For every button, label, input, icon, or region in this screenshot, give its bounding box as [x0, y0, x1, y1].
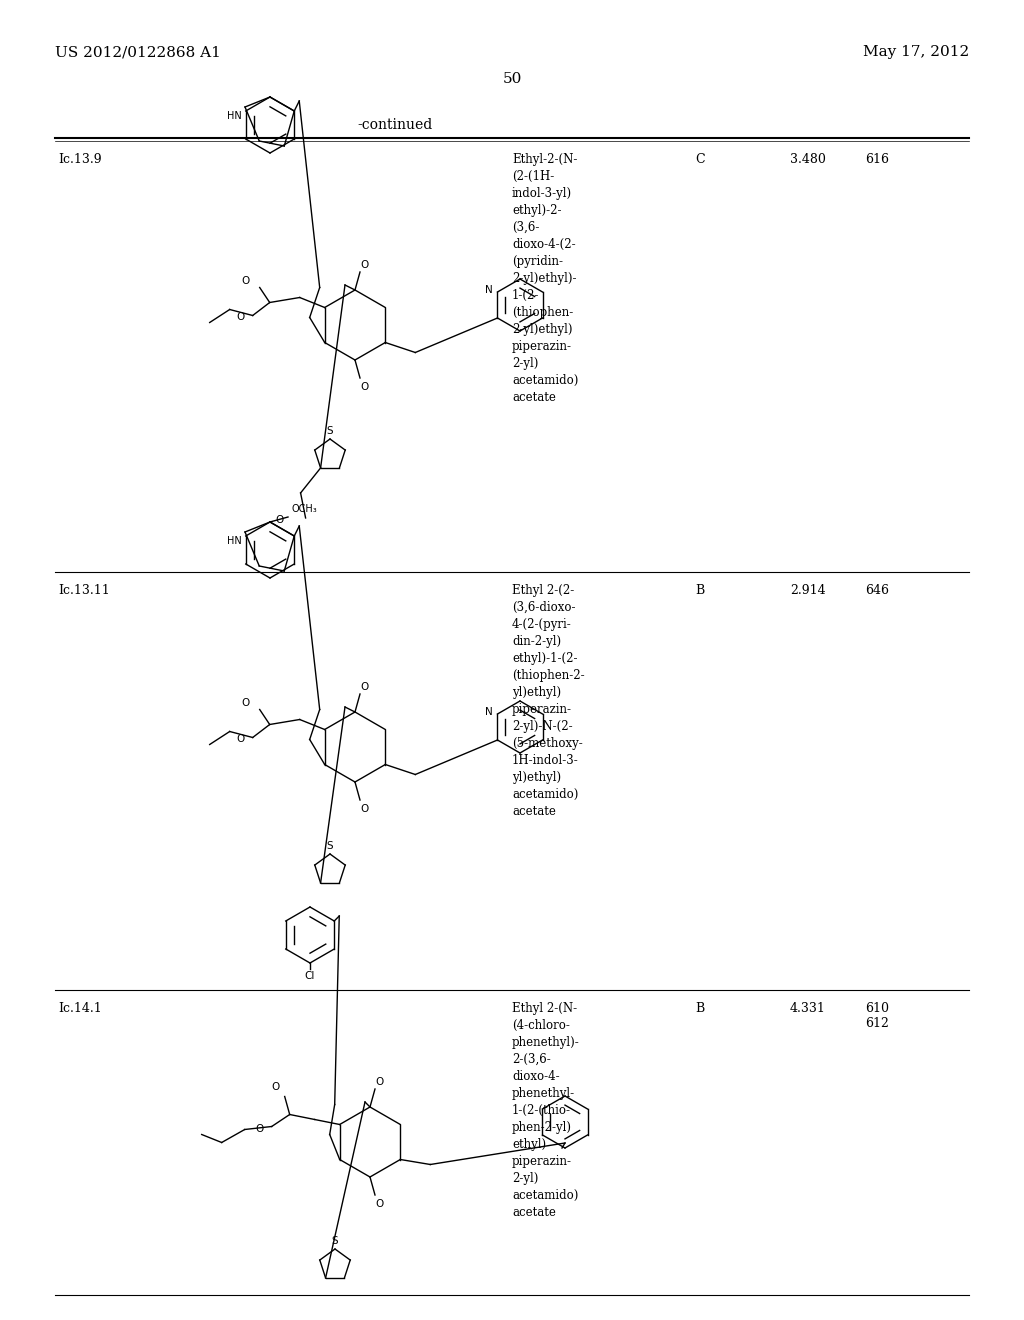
Text: S: S [332, 1236, 338, 1246]
Text: 50: 50 [503, 73, 521, 86]
Text: Ethyl 2-(2-
(3,6-dioxo-
4-(2-(pyri-
din-2-yl)
ethyl)-1-(2-
(thiophen-2-
yl)ethyl: Ethyl 2-(2- (3,6-dioxo- 4-(2-(pyri- din-… [512, 583, 585, 818]
Text: O: O [255, 1123, 264, 1134]
Text: -continued: -continued [357, 117, 432, 132]
Text: May 17, 2012: May 17, 2012 [863, 45, 969, 59]
Text: 4.331: 4.331 [790, 1002, 826, 1015]
Text: O: O [242, 697, 250, 708]
Text: Ethyl 2-(N-
(4-chloro-
phenethyl)-
2-(3,6-
dioxo-4-
phenethyl-
1-(2-(thio-
phen-: Ethyl 2-(N- (4-chloro- phenethyl)- 2-(3,… [512, 1002, 580, 1218]
Text: O: O [375, 1077, 383, 1086]
Text: HN: HN [227, 536, 242, 546]
Text: O: O [237, 313, 245, 322]
Text: 610
612: 610 612 [865, 1002, 889, 1030]
Text: 2.914: 2.914 [790, 583, 825, 597]
Text: S: S [327, 426, 334, 436]
Text: Ic.13.11: Ic.13.11 [58, 583, 110, 597]
Text: 646: 646 [865, 583, 889, 597]
Text: O: O [271, 1082, 280, 1093]
Text: N: N [484, 708, 493, 717]
Text: 616: 616 [865, 153, 889, 166]
Text: Cl: Cl [305, 972, 315, 981]
Text: O: O [360, 804, 369, 814]
Text: O: O [242, 276, 250, 285]
Text: O: O [360, 381, 369, 392]
Text: S: S [327, 841, 334, 851]
Text: B: B [695, 1002, 705, 1015]
Text: Ic.14.1: Ic.14.1 [58, 1002, 101, 1015]
Text: C: C [695, 153, 705, 166]
Text: 3.480: 3.480 [790, 153, 826, 166]
Text: HN: HN [227, 111, 242, 121]
Text: O: O [275, 515, 284, 525]
Text: B: B [695, 583, 705, 597]
Text: O: O [375, 1199, 383, 1209]
Text: O: O [360, 260, 369, 271]
Text: Ic.13.9: Ic.13.9 [58, 153, 101, 166]
Text: US 2012/0122868 A1: US 2012/0122868 A1 [55, 45, 221, 59]
Text: Ethyl-2-(N-
(2-(1H-
indol-3-yl)
ethyl)-2-
(3,6-
dioxo-4-(2-
(pyridin-
2-yl)ethyl: Ethyl-2-(N- (2-(1H- indol-3-yl) ethyl)-2… [512, 153, 579, 404]
Text: OCH₃: OCH₃ [292, 504, 317, 513]
Text: O: O [237, 734, 245, 744]
Text: N: N [484, 285, 493, 294]
Text: O: O [360, 682, 369, 692]
